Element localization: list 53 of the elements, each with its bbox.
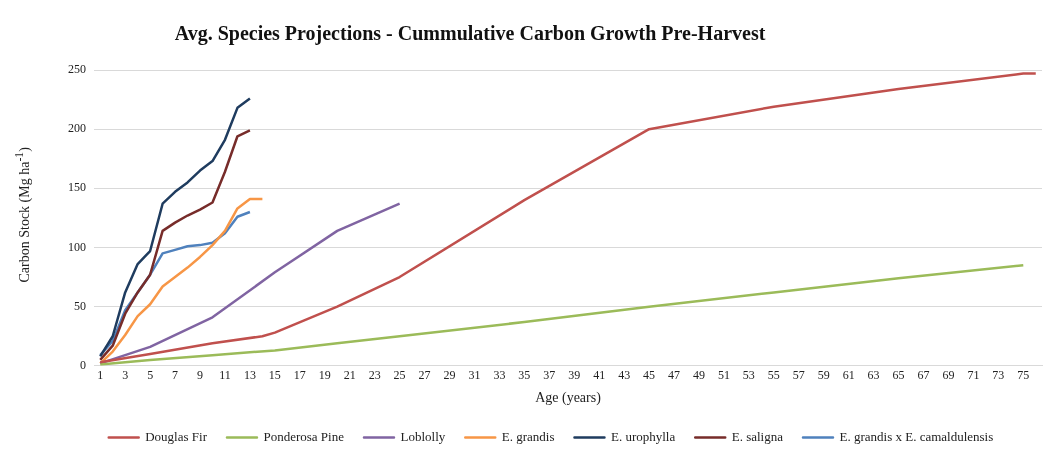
legend-label: Loblolly (400, 428, 446, 444)
x-tick-label: 59 (817, 368, 830, 383)
chart-title: Avg. Species Projections - Cummulative Carbon Growth Pre-Harvest (173, 22, 767, 45)
x-tick-label: 43 (618, 368, 631, 383)
x-tick-label: 15 (268, 368, 281, 383)
x-tick-label: 67 (917, 368, 930, 383)
x-tick-label: 53 (742, 368, 755, 383)
x-tick-label: 71 (967, 368, 980, 383)
x-tick-label: 19 (318, 368, 331, 383)
y-tick-label: 200 (68, 121, 86, 136)
y-tick-label: 0 (80, 357, 86, 372)
x-tick-label: 61 (842, 368, 855, 383)
legend-label: Ponderosa Pine (263, 428, 345, 444)
x-tick-label: 51 (717, 368, 730, 383)
legend-label: E. urophylla (610, 428, 676, 444)
y-tick-label: 150 (68, 180, 86, 195)
x-tick-label: 73 (992, 368, 1005, 383)
x-tick-label: 11 (219, 368, 231, 383)
legend-label: Douglas Fir (145, 428, 208, 444)
x-tick-label: 7 (172, 368, 179, 383)
x-tick-label: 33 (493, 368, 506, 383)
legend-label: E. saligna (731, 428, 784, 444)
x-tick-label: 69 (942, 368, 955, 383)
x-tick-label: 37 (543, 368, 556, 383)
y-tick-label: 50 (74, 298, 86, 313)
x-tick-label: 29 (443, 368, 456, 383)
x-tick-label: 65 (892, 368, 905, 383)
x-tick-label: 39 (568, 368, 581, 383)
x-tick-label: 31 (468, 368, 481, 383)
y-tick-label: 250 (68, 62, 86, 77)
y-tick-label: 100 (68, 239, 86, 254)
legend-label: E. grandis (501, 428, 555, 444)
x-tick-label: 5 (147, 368, 154, 383)
x-tick-label: 25 (393, 368, 406, 383)
x-tick-label: 13 (243, 368, 256, 383)
x-tick-label: 49 (692, 368, 705, 383)
x-tick-label: 35 (518, 368, 531, 383)
x-tick-label: 21 (343, 368, 356, 383)
x-tick-label: 27 (418, 368, 431, 383)
x-tick-label: 55 (767, 368, 780, 383)
x-tick-label: 41 (593, 368, 606, 383)
legend-label: E. grandis x E. camaldulensis (839, 428, 994, 444)
x-tick-label: 75 (1017, 368, 1030, 383)
x-tick-label: 3 (122, 368, 129, 383)
x-tick-label: 47 (668, 368, 681, 383)
x-tick-label: 57 (792, 368, 805, 383)
x-tick-label: 9 (197, 368, 204, 383)
x-axis-title: Age (years) (535, 390, 602, 407)
x-tick-label: 17 (293, 368, 306, 383)
x-tick-label: 1 (97, 368, 104, 383)
x-tick-label: 63 (867, 368, 880, 383)
x-tick-label: 23 (368, 368, 381, 383)
x-tick-label: 45 (643, 368, 656, 383)
